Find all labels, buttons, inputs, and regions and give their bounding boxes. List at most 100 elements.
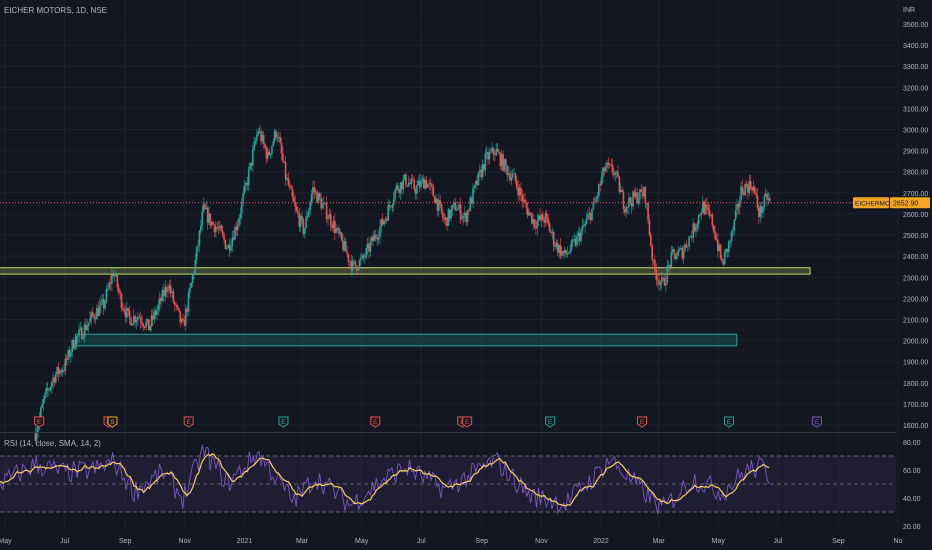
candle-body: [697, 214, 700, 224]
candle-body: [719, 244, 722, 259]
price-badge-label: EICHERMOT: [855, 200, 894, 207]
earnings-markers[interactable]: EESEEEEEEEEE: [34, 416, 822, 428]
candle-body: [485, 152, 488, 154]
candle-body: [603, 167, 606, 172]
candle-body: [277, 137, 280, 139]
candle-body: [375, 234, 377, 238]
candle-body: [625, 207, 627, 213]
candle-body: [492, 147, 495, 155]
candle-body: [227, 244, 229, 248]
candle-body: [669, 265, 671, 268]
price-badge: EICHERMOT 2652.90: [853, 197, 930, 209]
candle-body: [682, 250, 685, 259]
candle-body: [48, 389, 50, 391]
earnings-marker-shape: [462, 416, 473, 428]
time-axis[interactable]: May Jul Sep Nov 2021 Mar May Jul Sep Nov 2022 Mar Ma…: [0, 538, 903, 545]
candle-body: [37, 425, 39, 433]
candle-body: [105, 289, 108, 302]
candle-body: [239, 213, 242, 219]
candle-body: [580, 230, 582, 242]
candle-body: [526, 207, 529, 216]
candle-body: [334, 220, 336, 233]
candle-body: [455, 210, 458, 211]
candle-body: [257, 131, 260, 135]
candle-body: [659, 282, 662, 285]
price-tick-label: 1900.00: [903, 360, 928, 367]
candle-body: [678, 248, 681, 251]
candle-body: [717, 240, 719, 251]
candle-body: [90, 312, 93, 319]
earnings-marker[interactable]: E: [723, 416, 734, 428]
candle-body: [384, 219, 387, 222]
candle-body: [291, 188, 294, 197]
time-tick-label: Mar: [296, 538, 309, 545]
earnings-marker-shape: [183, 416, 194, 428]
candle-body: [420, 180, 422, 188]
candle-body: [391, 205, 394, 208]
candle-body: [607, 162, 610, 165]
candle-body: [145, 322, 147, 328]
candle-body: [68, 350, 71, 357]
candle-body: [707, 207, 710, 211]
candle-body: [576, 235, 578, 246]
rsi-tick-label: 20.00: [903, 524, 921, 531]
candle-body: [563, 249, 566, 254]
candle-body: [409, 182, 411, 184]
earnings-marker[interactable]: E: [637, 416, 648, 428]
candle-body: [332, 220, 335, 229]
earnings-marker[interactable]: E: [370, 416, 381, 428]
price-axis[interactable]: 3500.00 3400.00 3300.00 3200.00 3100.00 3000.…: [903, 22, 928, 430]
earnings-marker[interactable]: E: [545, 416, 556, 428]
candle-body: [395, 185, 398, 190]
candle-body: [197, 245, 199, 247]
candle-body: [667, 265, 670, 267]
candle-body: [488, 152, 491, 160]
candle-body: [286, 178, 288, 180]
candle-body: [555, 242, 558, 247]
candle-body: [46, 388, 49, 391]
candle-body: [562, 250, 565, 254]
candle-body: [234, 226, 236, 240]
earnings-marker[interactable]: E: [462, 416, 473, 428]
candle-body: [260, 130, 262, 142]
candle-body: [387, 205, 389, 221]
candle-body: [402, 179, 405, 190]
candle-body: [570, 240, 573, 251]
candle-body: [505, 159, 507, 167]
candle-body: [109, 282, 112, 284]
rsi-pane[interactable]: 80.00 60.00 40.00 20.00: [0, 440, 921, 531]
rsi-tick-label: 80.00: [903, 440, 921, 447]
earnings-marker[interactable]: E: [34, 416, 45, 428]
candle-body: [247, 169, 250, 186]
candle-body: [509, 173, 511, 181]
candle-body: [76, 335, 79, 337]
candle-body: [701, 201, 704, 213]
earnings-marker[interactable]: E: [183, 416, 194, 428]
candle-body: [45, 388, 48, 394]
candle-body: [721, 258, 723, 262]
candle-body: [495, 149, 498, 156]
candle-body: [101, 299, 104, 302]
candle-body: [615, 171, 618, 173]
time-tick-label: Sep: [119, 538, 132, 545]
candle-body: [753, 186, 756, 194]
candle-body: [209, 213, 212, 226]
candle-body: [327, 218, 329, 220]
candle-body: [447, 209, 450, 226]
candle-body: [354, 260, 357, 266]
candle-body: [57, 367, 60, 375]
candle-body: [660, 277, 663, 283]
candle-body: [221, 230, 224, 235]
earnings-marker[interactable]: S: [107, 416, 118, 428]
candle-body: [238, 218, 240, 226]
candle-body: [272, 141, 275, 146]
earnings-marker[interactable]: E: [278, 416, 289, 428]
earnings-marker[interactable]: E: [811, 416, 822, 428]
candle-body: [396, 185, 399, 190]
candle-body: [340, 232, 343, 241]
candle-body: [573, 239, 576, 241]
candle-body: [161, 290, 164, 302]
candle-body: [507, 173, 510, 176]
candle-body: [626, 207, 629, 208]
